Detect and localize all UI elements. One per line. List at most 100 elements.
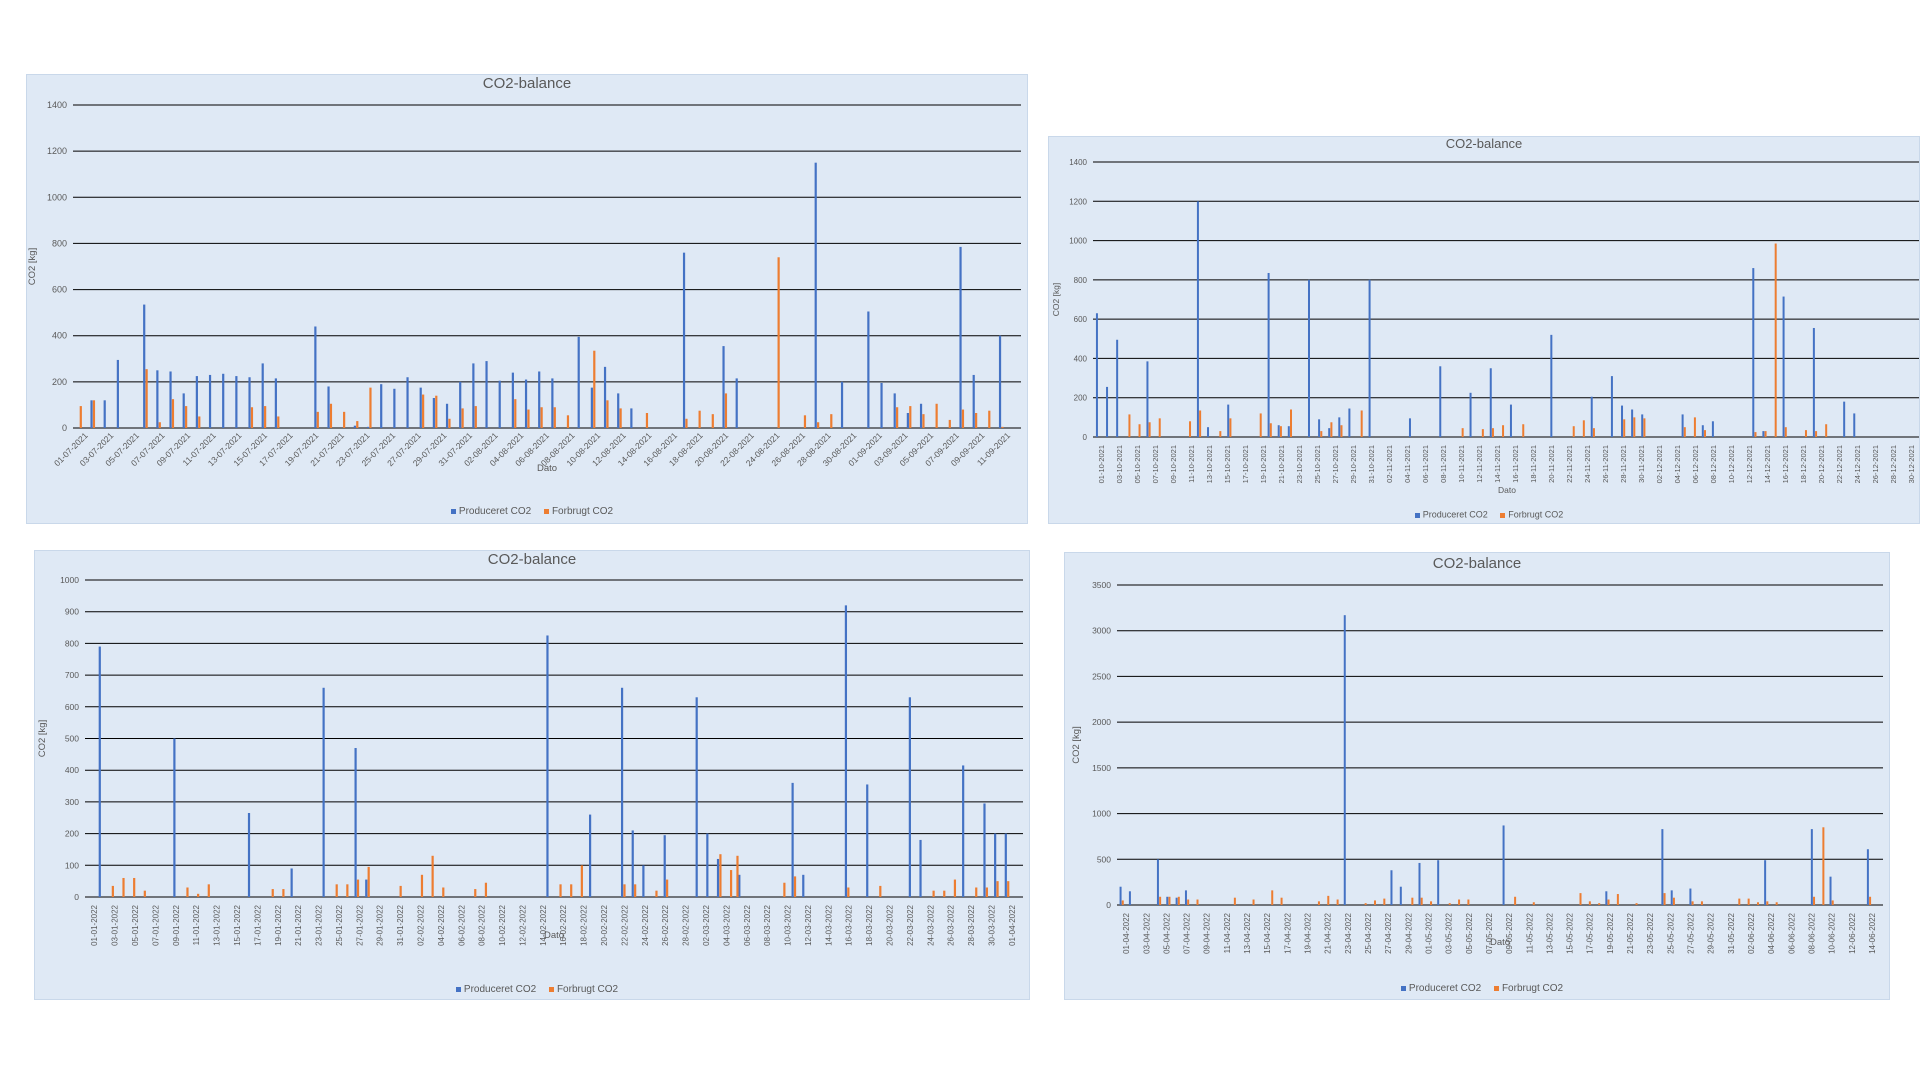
bar-forbrugt (1336, 899, 1339, 905)
co2-balance-chart-apr-jun-2022: 0 500 1000 1500 2000 2500 3000 3500 01-04-2022 03… (1064, 552, 1890, 1000)
legend-swatch-produceret (455, 986, 461, 992)
bar-forbrugt (1330, 422, 1333, 437)
x-tick-label: 01-04-2022 (1008, 904, 1017, 945)
bar-forbrugt (935, 403, 938, 428)
bar-produceret (1866, 849, 1869, 905)
x-axis-title: Dato (1490, 937, 1510, 948)
bar-forbrugt (1774, 243, 1777, 437)
y-tick-label: 0 (74, 892, 79, 902)
x-tick-label: 09-10-2021 (1169, 445, 1178, 483)
bar-produceret (1689, 888, 1692, 905)
x-tick-label: 28-02-2022 (682, 904, 691, 945)
bar-produceret (445, 403, 449, 428)
chart-title: CO2-balance (487, 551, 577, 568)
bar-forbrugt (1121, 900, 1124, 905)
bar-forbrugt (133, 877, 136, 897)
x-tick-label: 04-03-2022 (722, 904, 731, 945)
bar-forbrugt (122, 877, 125, 897)
bar-forbrugt (448, 418, 451, 428)
legend-swatch-forbrugt (543, 508, 549, 514)
bar-forbrugt (645, 413, 649, 428)
x-tick-label: 28-12-2021 (1889, 445, 1898, 483)
bar-forbrugt (719, 854, 722, 897)
x-tick-label: 03-01-2022 (111, 904, 120, 945)
bar-produceret (1368, 279, 1371, 437)
bar-produceret (1116, 339, 1119, 437)
bar-produceret (1128, 891, 1131, 905)
x-tick-label: 14-02-2022 (539, 904, 548, 945)
x-tick-label: 20-12-2021 (1817, 445, 1826, 483)
bar-forbrugt (580, 865, 583, 897)
y-tick-label: 3000 (1092, 626, 1111, 636)
x-tick-label: 29-10-2021 (1349, 445, 1358, 483)
bar-produceret (840, 381, 844, 428)
bar-forbrugt (1383, 898, 1386, 905)
x-tick-label: 27-04-2022 (1384, 912, 1393, 953)
bar-forbrugt (442, 887, 445, 897)
x-tick-label: 04-02-2022 (437, 904, 446, 945)
legend-label-forbrugt: Forbrugt CO2 (556, 983, 619, 995)
bar-forbrugt (207, 884, 210, 897)
bar-produceret (1277, 425, 1280, 437)
bar-forbrugt (1271, 890, 1274, 905)
x-tick-label: 10-02-2022 (498, 904, 507, 945)
bar-produceret (1095, 313, 1098, 437)
bar-forbrugt (282, 889, 285, 897)
x-tick-label: 02-03-2022 (702, 904, 711, 945)
legend-swatch-forbrugt (1500, 512, 1506, 518)
x-tick-label: 03-05-2022 (1445, 912, 1454, 953)
bar-forbrugt (988, 410, 991, 428)
bar-forbrugt (1700, 901, 1703, 905)
bar-forbrugt (1252, 899, 1255, 905)
bar-produceret (603, 366, 607, 428)
x-tick-label: 27-01-2022 (355, 904, 364, 945)
bar-forbrugt (1481, 429, 1484, 437)
bar-forbrugt (1672, 897, 1675, 905)
bar-forbrugt (1168, 896, 1171, 905)
x-tick-label: 30-11-2021 (1637, 445, 1646, 483)
bar-produceret (406, 377, 409, 428)
y-tick-label: 1400 (47, 100, 67, 110)
x-tick-label: 23-05-2022 (1646, 912, 1655, 953)
bar-produceret (1338, 417, 1341, 437)
x-tick-label: 20-03-2022 (885, 904, 894, 945)
x-tick-label: 23-04-2022 (1344, 912, 1353, 953)
bar-forbrugt (356, 879, 360, 897)
legend-label-produceret: Produceret CO2 (1408, 982, 1482, 994)
bar-produceret (169, 371, 172, 428)
bar-produceret (1610, 376, 1613, 437)
x-tick-label: 26-03-2022 (947, 904, 956, 945)
bar-forbrugt (685, 418, 688, 428)
bar-forbrugt (1373, 900, 1376, 905)
y-tick-label: 400 (1074, 354, 1088, 363)
bar-produceret (998, 335, 1002, 428)
bar-produceret (1390, 870, 1393, 905)
bar-produceret (1509, 404, 1512, 437)
bar-forbrugt (527, 409, 530, 428)
x-tick-label: 14-06-2022 (1868, 912, 1877, 953)
x-tick-label: 16-12-2021 (1781, 445, 1790, 483)
x-tick-label: 08-02-2022 (478, 904, 487, 945)
bar-produceret (498, 380, 501, 428)
bar-forbrugt (316, 411, 319, 428)
x-tick-label: 26-11-2021 (1601, 445, 1610, 483)
bar-produceret (327, 386, 330, 428)
x-tick-label: 14-03-2022 (824, 904, 833, 945)
bar-forbrugt (985, 887, 989, 897)
y-tick-label: 600 (65, 702, 79, 712)
x-tick-label: 27-10-2021 (1331, 445, 1340, 483)
bar-forbrugt (271, 889, 274, 897)
bar-produceret (1752, 268, 1755, 437)
bar-forbrugt (461, 408, 464, 428)
legend-label-forbrugt: Forbrugt CO2 (1501, 982, 1564, 994)
bar-forbrugt (1290, 409, 1293, 437)
bar-forbrugt (431, 855, 434, 897)
y-tick-label: 2500 (1092, 671, 1111, 681)
bar-produceret (195, 376, 198, 428)
y-tick-label: 500 (1097, 854, 1111, 864)
chart-plot-svg: 0 100 200 300 400 500 600 700 800 900 1000 01-01-20… (37, 575, 1023, 946)
bar-produceret (538, 371, 541, 428)
bar-forbrugt (1327, 895, 1330, 905)
co2-balance-chart-oct-dec-2021: 0 200 400 600 800 1000 1200 1400 01-10-2021 03-10… (1048, 136, 1920, 524)
bar-forbrugt (1128, 414, 1131, 437)
